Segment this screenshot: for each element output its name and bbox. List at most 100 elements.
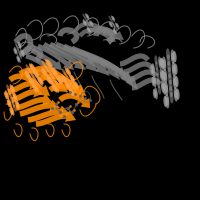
Ellipse shape — [34, 72, 39, 79]
Ellipse shape — [112, 23, 116, 27]
PathPatch shape — [71, 46, 128, 82]
Ellipse shape — [161, 83, 164, 93]
Ellipse shape — [66, 75, 70, 82]
Ellipse shape — [8, 88, 11, 96]
Ellipse shape — [162, 56, 166, 68]
Ellipse shape — [43, 69, 49, 77]
Ellipse shape — [9, 92, 12, 100]
Ellipse shape — [52, 67, 58, 75]
Ellipse shape — [41, 69, 47, 77]
PathPatch shape — [14, 33, 33, 57]
PathPatch shape — [38, 73, 86, 96]
Ellipse shape — [37, 77, 42, 84]
Ellipse shape — [48, 77, 54, 85]
Ellipse shape — [46, 77, 52, 85]
Ellipse shape — [10, 106, 14, 114]
Ellipse shape — [161, 80, 164, 90]
PathPatch shape — [16, 94, 52, 111]
Ellipse shape — [116, 24, 119, 29]
PathPatch shape — [132, 77, 162, 91]
Ellipse shape — [170, 92, 173, 103]
Ellipse shape — [160, 68, 163, 78]
PathPatch shape — [78, 28, 116, 42]
Ellipse shape — [20, 49, 23, 55]
PathPatch shape — [93, 27, 115, 44]
Ellipse shape — [165, 94, 169, 105]
PathPatch shape — [8, 73, 50, 96]
Ellipse shape — [70, 82, 74, 89]
Ellipse shape — [46, 61, 52, 69]
PathPatch shape — [128, 69, 158, 83]
Ellipse shape — [30, 78, 35, 86]
Ellipse shape — [108, 16, 112, 20]
Ellipse shape — [47, 75, 53, 83]
Ellipse shape — [14, 41, 18, 47]
Ellipse shape — [163, 69, 167, 80]
Ellipse shape — [19, 42, 22, 48]
Ellipse shape — [8, 100, 12, 108]
Ellipse shape — [14, 93, 17, 100]
Ellipse shape — [155, 90, 158, 100]
Ellipse shape — [69, 74, 73, 81]
Ellipse shape — [55, 80, 60, 88]
Ellipse shape — [62, 69, 66, 75]
Ellipse shape — [17, 41, 20, 47]
Ellipse shape — [29, 71, 35, 78]
PathPatch shape — [37, 44, 74, 70]
Ellipse shape — [54, 85, 59, 93]
Ellipse shape — [13, 94, 16, 102]
PathPatch shape — [43, 42, 86, 70]
PathPatch shape — [86, 26, 124, 40]
Ellipse shape — [71, 89, 75, 96]
Ellipse shape — [86, 20, 90, 26]
Ellipse shape — [114, 30, 117, 35]
Ellipse shape — [112, 16, 115, 21]
PathPatch shape — [31, 48, 62, 70]
Ellipse shape — [57, 75, 63, 83]
Ellipse shape — [173, 78, 177, 89]
Ellipse shape — [66, 81, 70, 88]
Ellipse shape — [156, 73, 160, 83]
Ellipse shape — [174, 63, 178, 75]
Ellipse shape — [175, 76, 179, 87]
Ellipse shape — [171, 49, 175, 61]
Ellipse shape — [172, 62, 176, 73]
Ellipse shape — [17, 49, 21, 55]
Ellipse shape — [6, 84, 10, 92]
Ellipse shape — [10, 84, 13, 92]
Ellipse shape — [82, 13, 86, 19]
Ellipse shape — [11, 85, 15, 92]
Ellipse shape — [173, 74, 177, 86]
PathPatch shape — [49, 42, 98, 72]
Ellipse shape — [7, 100, 10, 107]
Ellipse shape — [87, 27, 90, 32]
PathPatch shape — [74, 22, 112, 36]
Ellipse shape — [70, 88, 74, 95]
Ellipse shape — [16, 56, 19, 62]
Ellipse shape — [158, 85, 161, 95]
Ellipse shape — [73, 81, 77, 88]
Ellipse shape — [16, 45, 19, 51]
Ellipse shape — [57, 77, 62, 85]
Ellipse shape — [109, 22, 112, 27]
Ellipse shape — [10, 96, 14, 104]
Ellipse shape — [88, 24, 92, 29]
Ellipse shape — [84, 17, 88, 22]
Ellipse shape — [25, 64, 31, 72]
PathPatch shape — [28, 106, 70, 123]
Ellipse shape — [112, 17, 115, 22]
Ellipse shape — [152, 66, 155, 76]
Ellipse shape — [10, 86, 14, 94]
Ellipse shape — [35, 81, 41, 88]
Ellipse shape — [152, 77, 155, 86]
Ellipse shape — [33, 78, 39, 85]
Ellipse shape — [161, 71, 165, 82]
Ellipse shape — [13, 48, 16, 54]
Ellipse shape — [109, 21, 112, 26]
Ellipse shape — [89, 20, 92, 25]
Ellipse shape — [68, 79, 72, 85]
Ellipse shape — [66, 69, 70, 76]
Ellipse shape — [69, 89, 74, 96]
Ellipse shape — [15, 49, 18, 55]
Ellipse shape — [163, 82, 166, 91]
